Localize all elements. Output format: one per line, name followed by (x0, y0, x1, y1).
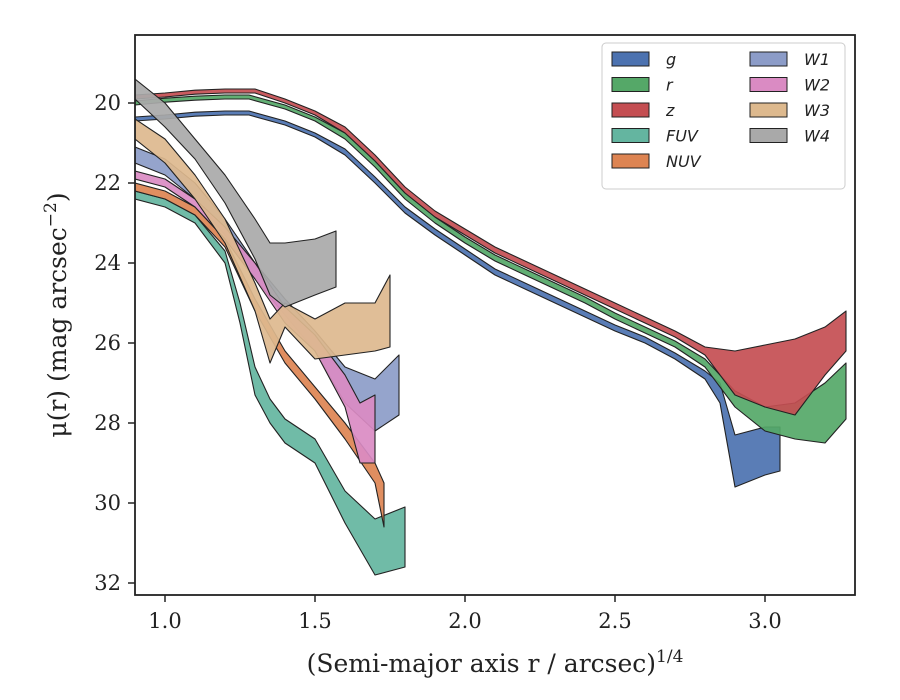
legend-swatch-w3 (749, 102, 788, 118)
legend-swatch-w1 (749, 51, 788, 67)
legend-label-z: z (665, 101, 675, 120)
x-tick-label: 1.5 (298, 609, 331, 633)
x-tick-label: 2.5 (598, 609, 631, 633)
y-axis-label-exponent: −2 (41, 202, 61, 227)
y-tick-label: 30 (94, 491, 121, 515)
legend-swatch-nuv (611, 153, 650, 169)
band-w2 (135, 170, 376, 464)
legend-swatch-w4 (749, 128, 788, 143)
band-fuv (135, 190, 406, 576)
plot-frame (134, 34, 856, 596)
legend-swatch-z (611, 102, 650, 118)
x-axis-label-exponent: 1/4 (656, 647, 683, 667)
legend-label-g: g (666, 50, 676, 69)
y-tick-label: 28 (94, 411, 121, 435)
legend-swatch-w2 (749, 77, 788, 92)
x-axis-label-text: (Semi-major axis r / arcsec) (307, 649, 656, 678)
band-z (135, 88, 847, 416)
legend-swatch-g (611, 51, 650, 67)
y-axis-label-close: ) (43, 192, 72, 202)
legend-label-w3: W3 (804, 101, 830, 120)
band-w4 (135, 78, 337, 308)
tick-layer: 1.0 1.5 2.0 2.5 3.0 20 22 24 26 28 30 32 (94, 91, 781, 633)
legend-swatch-fuv (611, 128, 650, 143)
y-tick-label: 24 (94, 251, 121, 275)
band-layer (135, 78, 847, 576)
legend-label-nuv: NUV (666, 152, 702, 171)
legend: grz FUV NUV W1 W2 W3 W4 (601, 42, 846, 190)
y-tick-label: 22 (94, 171, 121, 195)
x-tick-label: 1.0 (148, 609, 181, 633)
x-tick-label: 2.0 (448, 609, 481, 633)
x-tick-label: 3.0 (748, 609, 781, 633)
y-tick-label: 20 (94, 91, 121, 115)
legend-swatch-r (611, 77, 650, 92)
legend-label-fuv: FUV (666, 127, 699, 146)
legend-label-w1: W1 (804, 50, 830, 69)
y-tick-label: 32 (94, 571, 121, 595)
band-g (135, 110, 781, 488)
y-tick-label: 26 (94, 331, 121, 355)
y-axis-label-text: μ(r) (mag arcsec (43, 227, 72, 437)
y-axis-label: μ(r) (mag arcsec−2) (41, 192, 72, 437)
legend-label-w2: W2 (804, 76, 830, 95)
legend-label-w4: W4 (804, 127, 830, 146)
band-w3 (135, 118, 391, 364)
legend-label-r: r (666, 76, 674, 95)
x-axis-label: (Semi-major axis r / arcsec)1/4 (307, 647, 684, 678)
